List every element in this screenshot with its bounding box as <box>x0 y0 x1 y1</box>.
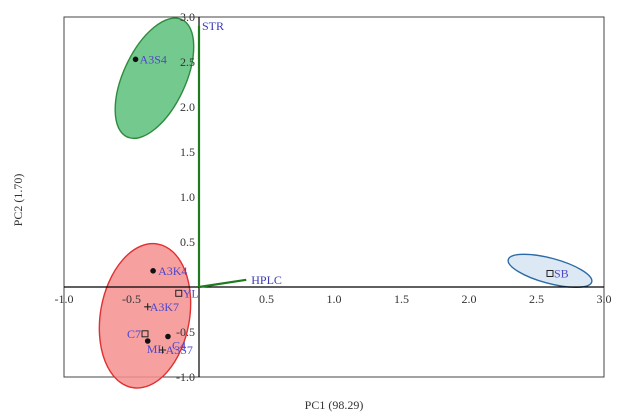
point-yl <box>175 289 183 297</box>
x-tick-label: 1.0 <box>327 292 342 306</box>
x-axis-label: PC1 (98.29) <box>305 398 364 412</box>
y-tick-label: 2.0 <box>180 100 195 114</box>
point-ml <box>144 338 151 344</box>
y-axis-label: PC2 (1.70) <box>11 174 25 227</box>
point-a3s7 <box>159 346 167 354</box>
point-label-a3k4: A3K4 <box>158 264 187 278</box>
point-c4 <box>165 333 171 340</box>
point-label-a3s4: A3S4 <box>140 52 167 66</box>
group-ellipse-1 <box>98 242 192 389</box>
y-tick-label: -0.5 <box>176 325 195 339</box>
y-tick-label: 1.5 <box>180 145 195 159</box>
x-tick-label: 3.0 <box>597 292 612 306</box>
x-tick-label: 2.0 <box>462 292 477 306</box>
y-tick-label: 0.5 <box>180 235 195 249</box>
point-label-c7: C7 <box>127 327 141 341</box>
x-tick-label: 0.5 <box>259 292 274 306</box>
x-tick-label: 1.5 <box>394 292 409 306</box>
y-tick-label: -1.0 <box>176 370 195 384</box>
point-label-a3s7: A3S7 <box>166 343 193 357</box>
tick-labels: -1.0 -0.5 0.5 1.0 1.5 2.0 2.5 3.0 3.0 2.5 2.0 1.5 1.… <box>55 10 612 384</box>
point-a3k7 <box>144 303 152 311</box>
point-label-sb: SB <box>554 267 569 281</box>
x-tick-label: -0.5 <box>122 292 141 306</box>
point-label-c4: C4 <box>172 339 186 353</box>
point-label-yl: YL <box>183 286 199 300</box>
vector-label-hplc: HPLC <box>251 273 282 287</box>
y-tick-label: 2.5 <box>180 55 195 69</box>
y-tick-label: 3.0 <box>180 10 195 24</box>
x-tick-label: -1.0 <box>55 292 74 306</box>
point-a3k4 <box>150 268 156 274</box>
score-points: A3S4 A3K4 YL A3K7 C7 C4 ML A3S7 SB <box>127 52 569 357</box>
x-tick-label: 2.5 <box>529 292 544 306</box>
point-c7 <box>141 330 149 338</box>
loading-vectors: STR HPLC <box>197 19 282 289</box>
point-sb <box>546 270 554 277</box>
point-label-ml: ML <box>147 342 165 356</box>
vector-hplc <box>198 278 247 289</box>
point-a3s4 <box>132 56 139 63</box>
group-ellipse-0 <box>114 17 195 140</box>
vector-label-str: STR <box>202 19 224 33</box>
y-tick-label: 1.0 <box>180 190 195 204</box>
point-label-a3k7: A3K7 <box>150 300 179 314</box>
